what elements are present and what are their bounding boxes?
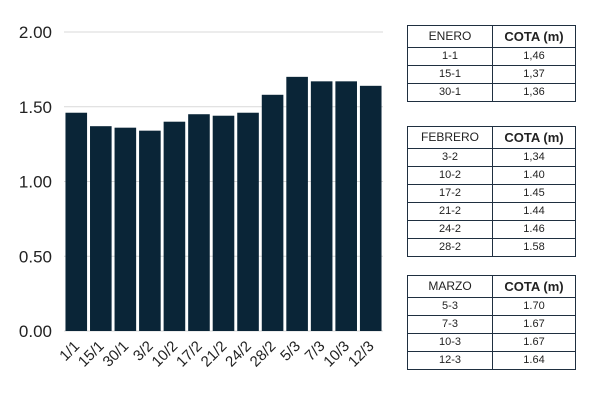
table-row: 28-2 1.58 (407, 238, 576, 257)
table-enero: ENERO COTA (m) 1-1 1,46 15-1 1,37 30-1 1… (407, 25, 576, 102)
bar (237, 112, 259, 331)
table-row: 24-2 1.46 (407, 220, 576, 239)
bar (310, 81, 333, 332)
table-header-row: FEBRERO COTA (m) (407, 126, 576, 149)
month-header: ENERO (407, 25, 493, 48)
date-cell: 12-3 (407, 351, 493, 370)
value-cell: 1,37 (492, 65, 576, 84)
bar (212, 115, 235, 331)
cota-header: COTA (m) (492, 25, 576, 48)
bar-chart: 0.000.501.001.502.001/115/130/13/210/217… (19, 23, 383, 371)
date-cell: 17-2 (407, 184, 493, 203)
bar (163, 121, 186, 331)
x-tick-label: 12/3 (345, 338, 378, 371)
table-row: 12-3 1.64 (407, 351, 576, 370)
date-cell: 30-1 (407, 83, 493, 102)
date-cell: 10-3 (407, 333, 493, 352)
date-cell: 7-3 (407, 315, 493, 334)
value-cell: 1.67 (492, 315, 576, 334)
y-tick-label: 2.00 (19, 23, 52, 42)
month-header: FEBRERO (407, 126, 493, 149)
date-cell: 1-1 (407, 47, 493, 66)
table-row: 10-2 1.40 (407, 166, 576, 185)
value-cell: 1.46 (492, 220, 576, 239)
date-cell: 15-1 (407, 65, 493, 84)
table-febrero: FEBRERO COTA (m) 3-2 1,34 10-2 1.40 17-2… (407, 126, 576, 257)
month-header: MARZO (407, 275, 493, 298)
cota-header: COTA (m) (492, 126, 576, 149)
value-cell: 1,34 (492, 148, 576, 167)
bar (90, 126, 112, 331)
value-cell: 1.58 (492, 238, 576, 257)
date-cell: 10-2 (407, 166, 493, 185)
bar (65, 112, 88, 331)
value-cell: 1.40 (492, 166, 576, 185)
date-cell: 28-2 (407, 238, 493, 257)
y-tick-label: 1.50 (19, 98, 52, 117)
bar (286, 76, 308, 331)
table-row: 10-3 1.67 (407, 333, 576, 352)
x-tick-label: 30/1 (100, 338, 133, 371)
date-cell: 5-3 (407, 297, 493, 316)
table-row: 7-3 1.67 (407, 315, 576, 334)
table-header-row: MARZO COTA (m) (407, 275, 576, 298)
table-row: 5-3 1.70 (407, 297, 576, 316)
value-cell: 1.70 (492, 297, 576, 316)
bar (359, 85, 382, 331)
bar (114, 127, 137, 332)
table-row: 30-1 1,36 (407, 83, 576, 102)
bar (261, 94, 284, 331)
table-row: 17-2 1.45 (407, 184, 576, 203)
bar (139, 130, 161, 331)
value-cell: 1.64 (492, 351, 576, 370)
y-tick-label: 1.00 (19, 173, 52, 192)
value-cell: 1.44 (492, 202, 576, 221)
x-tick-label: 5/3 (277, 338, 304, 365)
bar (335, 81, 357, 332)
table-row: 15-1 1,37 (407, 65, 576, 84)
bar (188, 114, 210, 331)
value-cell: 1.45 (492, 184, 576, 203)
date-cell: 21-2 (407, 202, 493, 221)
table-header-row: ENERO COTA (m) (407, 25, 576, 48)
y-tick-label: 0.00 (19, 322, 52, 341)
value-cell: 1,46 (492, 47, 576, 66)
date-cell: 3-2 (407, 148, 493, 167)
value-cell: 1,36 (492, 83, 576, 102)
date-cell: 24-2 (407, 220, 493, 239)
table-row: 3-2 1,34 (407, 148, 576, 167)
value-cell: 1.67 (492, 333, 576, 352)
cota-header: COTA (m) (492, 275, 576, 298)
y-tick-label: 0.50 (19, 247, 52, 266)
x-tick-label: 28/2 (247, 338, 280, 371)
table-row: 21-2 1.44 (407, 202, 576, 221)
table-row: 1-1 1,46 (407, 47, 576, 66)
table-marzo: MARZO COTA (m) 5-3 1.70 7-3 1.67 10-3 1.… (407, 275, 576, 370)
